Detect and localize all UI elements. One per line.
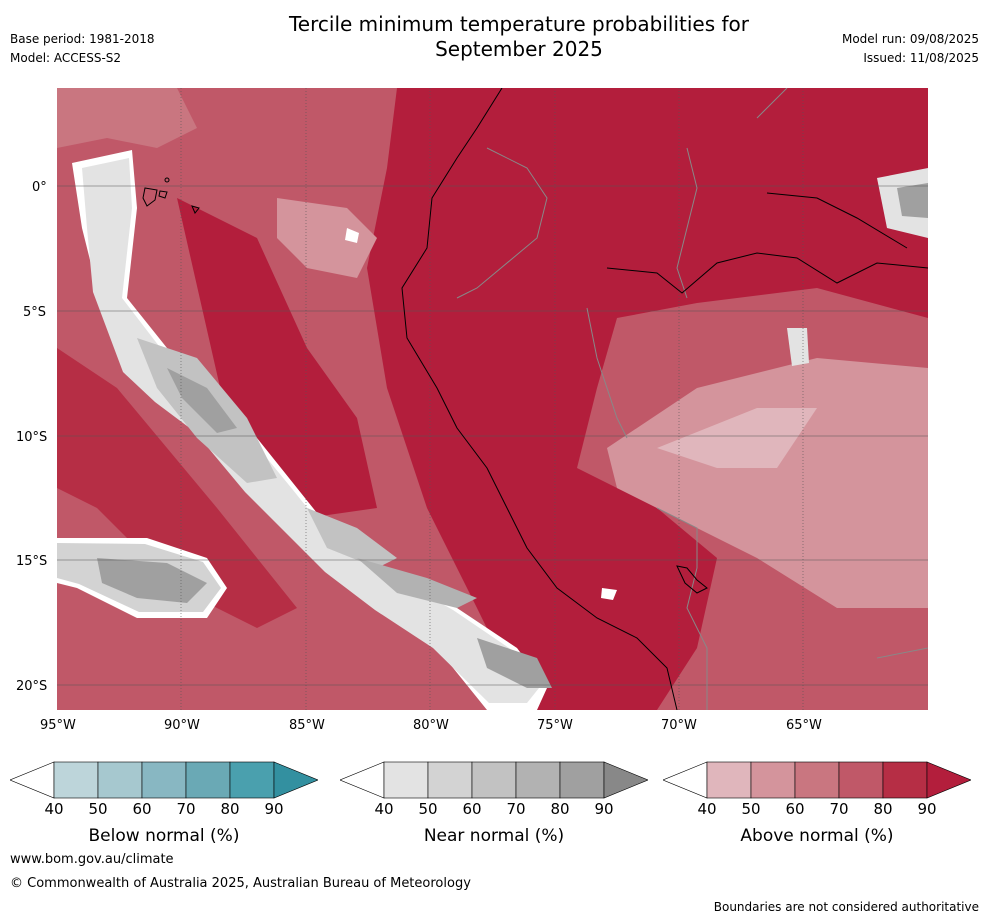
below-normal-tick-label: 80 [220,800,240,818]
near-normal-70-region-b [307,508,397,568]
above-normal-tick-label: 70 [829,800,849,818]
near-normal-90-pocket-ne [897,183,928,218]
title-line-1: Tercile minimum temperature probabilitie… [288,12,750,36]
below-normal-segment-3 [141,761,187,799]
lat-tick-10s: 10°S [16,430,48,445]
disclaimer-text: Boundaries are not considered authoritat… [713,900,979,914]
near-normal-segment-1 [383,761,429,799]
above-normal-50-region-east [607,358,928,608]
near-normal-segment-2 [427,761,473,799]
above-normal-40-region-east [657,408,817,468]
above-normal-80-region-west [57,348,297,628]
near-normal-low-extend [340,761,385,799]
below-normal-label: Below normal (%) [88,826,240,846]
near-normal-80-region-b [357,558,477,608]
white-pocket-1 [345,228,359,243]
below-normal-colorbar [10,761,318,799]
near-normal-segment-3 [471,761,517,799]
below-normal-segment-2 [97,761,143,799]
website-text: www.bom.gov.au/climate [10,852,174,867]
near-normal-tick-label: 40 [374,800,394,818]
above-normal-low-extend [663,761,708,799]
lat-tick-0: 0° [32,180,47,195]
lon-tick-75w: 75°W [537,718,573,733]
country-borders [456,87,929,710]
above-normal-tick-label: 40 [697,800,717,818]
above-normal-high-extend [926,761,971,799]
above-normal-90-region-ocean [177,198,377,518]
coastline [401,87,678,711]
above-normal-segment-2 [750,761,796,799]
copyright-text: © Commonwealth of Australia 2025, Austra… [10,876,471,891]
below-normal-high-extend [273,761,318,799]
page-title: Tercile minimum temperature probabilitie… [0,12,988,62]
near-normal-colorbar [340,761,648,799]
near-normal-tick-label: 90 [594,800,614,818]
lon-tick-95w: 95°W [40,718,76,733]
near-normal-tick-label: 80 [550,800,570,818]
lon-tick-80w: 80°W [413,718,449,733]
parallels [57,185,928,686]
above-normal-tick-label: 80 [873,800,893,818]
lon-tick-85w: 85°W [289,718,325,733]
near-normal-tick-label: 50 [418,800,438,818]
lake-titicaca [676,565,708,594]
below-normal-segment-4 [185,761,231,799]
near-normal-segment-4 [515,761,561,799]
probability-map [57,87,929,711]
above-normal-segment-4 [838,761,884,799]
near-normal-high-extend [603,761,648,799]
near-normal-90-region-a [167,368,237,433]
below-normal-tick-label: 40 [44,800,64,818]
white-pocket-2 [601,588,617,600]
above-normal-90-region [367,88,928,710]
base-period-text: Base period: 1981-2018 [10,32,155,46]
below-normal-segment-1 [53,761,99,799]
lon-tick-70w: 70°W [661,718,697,733]
above-normal-tick-label: 50 [741,800,761,818]
above-normal-tick-label: 60 [785,800,805,818]
near-normal-pocket-east [787,328,809,366]
above-normal-segment-1 [706,761,752,799]
lat-tick-20s: 20°S [16,679,48,694]
below-normal-tick-label: 70 [176,800,196,818]
above-normal-tick-label: 90 [917,800,937,818]
lon-tick-90w: 90°W [164,718,200,733]
model-text: Model: ACCESS-S2 [10,51,122,65]
below-normal-low-extend [10,761,55,799]
model-run-text: Model run: 09/08/2025 [841,32,979,46]
amazon-river [606,192,929,294]
issued-text: Issued: 11/08/2025 [863,51,979,65]
near-normal-90-region-sw [97,558,207,603]
lon-tick-65w: 65°W [786,718,822,733]
below-normal-tick-label: 50 [88,800,108,818]
near-normal-segment-5 [559,761,605,799]
below-normal-segment-5 [229,761,275,799]
lat-tick-15s: 15°S [16,554,48,569]
below-normal-tick-label: 60 [132,800,152,818]
above-normal-colorbar [663,761,971,799]
above-normal-50-patch-north [277,198,377,278]
near-normal-tick-label: 60 [462,800,482,818]
map-svg [57,87,929,711]
below-normal-tick-label: 90 [264,800,284,818]
above-normal-segment-3 [794,761,840,799]
near-normal-tick-label: 70 [506,800,526,818]
above-normal-label: Above normal (%) [740,826,894,846]
above-normal-segment-5 [882,761,928,799]
lat-tick-5s: 5°S [23,305,47,320]
title-line-2: September 2025 [435,37,603,61]
above-normal-60-patch-nw [57,88,197,148]
near-normal-90-region-c [477,638,552,688]
galapagos-islands [142,177,200,214]
near-normal-label: Near normal (%) [423,826,565,846]
